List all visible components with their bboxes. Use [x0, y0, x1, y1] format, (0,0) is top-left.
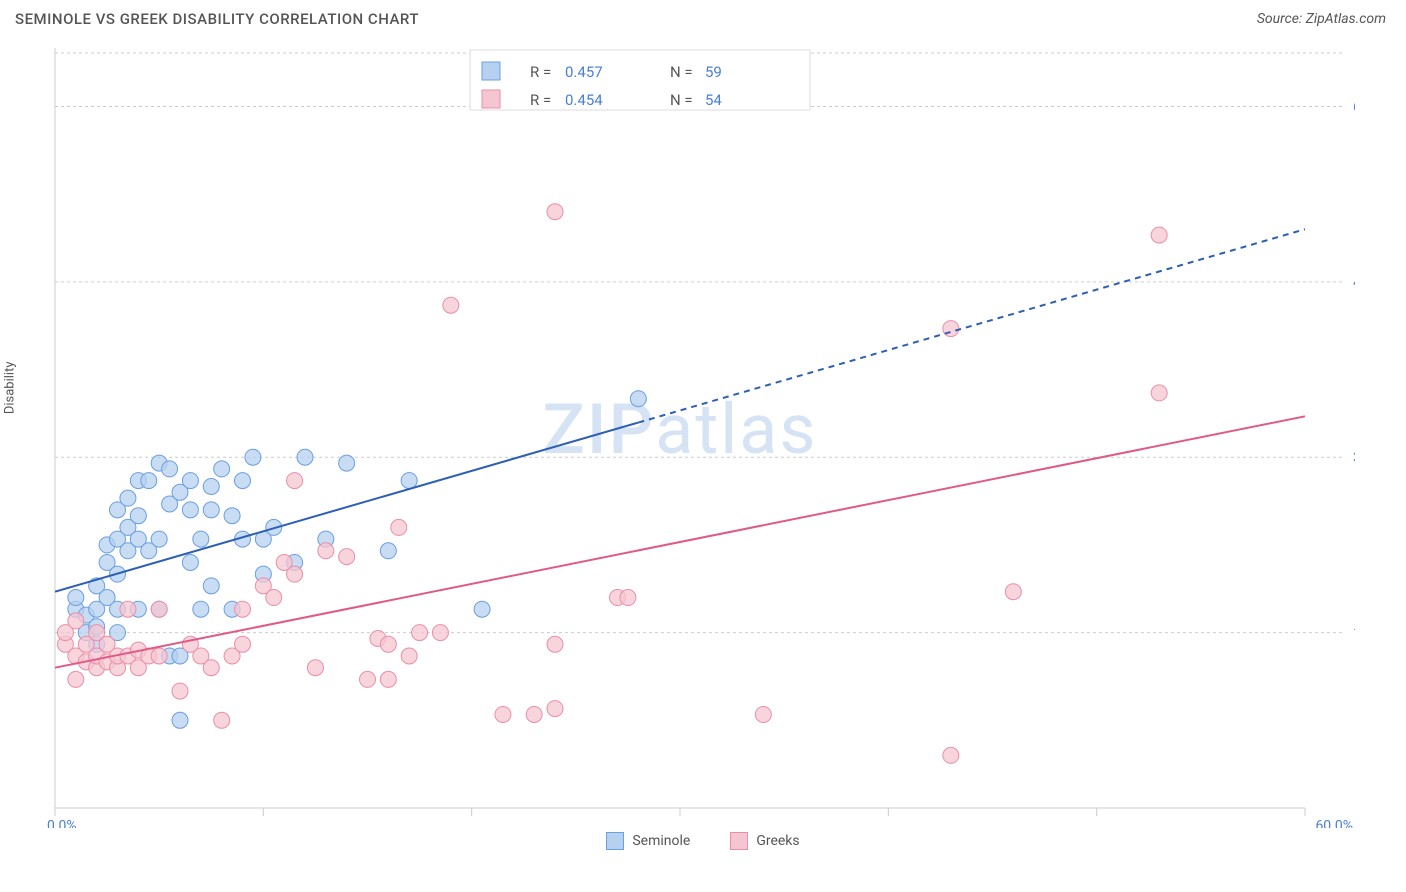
legend-r-label: R =: [530, 63, 551, 81]
data-point: [214, 461, 230, 477]
data-point: [151, 648, 167, 664]
data-point: [297, 449, 313, 465]
data-point: [474, 601, 490, 617]
data-point: [547, 701, 563, 717]
data-point: [307, 660, 323, 676]
data-point: [630, 391, 646, 407]
legend-r-value: 0.457: [565, 63, 603, 81]
legend-n-value: 54: [705, 91, 722, 109]
x-tick-label: 0.0%: [47, 818, 77, 828]
data-point: [245, 449, 261, 465]
data-point: [224, 508, 240, 524]
legend-item: Seminole: [606, 832, 690, 850]
data-point: [391, 519, 407, 535]
data-point: [68, 613, 84, 629]
data-point: [380, 671, 396, 687]
data-point: [193, 531, 209, 547]
data-point: [547, 636, 563, 652]
data-point: [339, 549, 355, 565]
data-point: [203, 502, 219, 518]
data-point: [547, 204, 563, 220]
data-point: [203, 578, 219, 594]
data-point: [1151, 227, 1167, 243]
legend-label: Greeks: [756, 833, 799, 849]
y-tick-label: 60.0%: [1353, 99, 1355, 115]
data-point: [443, 297, 459, 313]
legend-r-label: R =: [530, 91, 551, 109]
legend-bottom: Seminole Greeks: [0, 832, 1406, 850]
y-tick-label: 30.0%: [1353, 450, 1355, 466]
y-tick-label: 45.0%: [1353, 275, 1355, 291]
data-point: [1005, 584, 1021, 600]
data-point: [755, 706, 771, 722]
data-point: [1151, 385, 1167, 401]
legend-box: [470, 50, 810, 110]
data-point: [380, 543, 396, 559]
data-point: [235, 636, 251, 652]
data-point: [151, 601, 167, 617]
data-point: [120, 601, 136, 617]
legend-swatch: [482, 62, 500, 80]
data-point: [193, 601, 209, 617]
data-point: [339, 455, 355, 471]
legend-n-label: N =: [670, 91, 693, 109]
data-point: [130, 508, 146, 524]
legend-r-value: 0.454: [565, 91, 603, 109]
source-label: Source: ZipAtlas.com: [1257, 11, 1386, 27]
data-point: [203, 478, 219, 494]
data-point: [360, 671, 376, 687]
scatter-chart: ZIPatlas 15.0% 30.0% 45.0% 60.0% 0.0% 60.0% R =…: [15, 38, 1355, 828]
data-point: [172, 712, 188, 728]
data-point: [214, 712, 230, 728]
data-point: [68, 590, 84, 606]
legend-swatch: [482, 90, 500, 108]
data-point: [141, 473, 157, 489]
data-point: [162, 461, 178, 477]
y-axis-label: Disability: [3, 361, 18, 414]
data-point: [495, 706, 511, 722]
data-point: [401, 473, 417, 489]
data-point: [287, 473, 303, 489]
legend-item: Greeks: [730, 832, 799, 850]
y-tick-label: 15.0%: [1353, 626, 1355, 642]
trend-line-ext: [638, 229, 1305, 422]
data-point: [203, 660, 219, 676]
legend-swatch: [730, 832, 748, 850]
data-point: [235, 473, 251, 489]
legend-n-value: 59: [705, 63, 722, 81]
legend-label: Seminole: [632, 833, 690, 849]
data-point: [182, 473, 198, 489]
data-point: [151, 531, 167, 547]
data-point: [287, 566, 303, 582]
data-point: [235, 601, 251, 617]
data-point: [182, 554, 198, 570]
data-point: [318, 543, 334, 559]
trend-line: [55, 423, 638, 592]
data-point: [401, 648, 417, 664]
watermark: ZIPatlas: [543, 389, 818, 471]
data-point: [432, 625, 448, 641]
legend-n-label: N =: [670, 63, 693, 81]
data-point: [412, 625, 428, 641]
data-point: [68, 671, 84, 687]
data-point: [526, 706, 542, 722]
data-point: [172, 683, 188, 699]
data-point: [266, 590, 282, 606]
data-point: [120, 490, 136, 506]
legend-swatch: [606, 832, 624, 850]
x-tick-label: 60.0%: [1315, 818, 1353, 828]
data-point: [943, 747, 959, 763]
chart-title: SEMINOLE VS GREEK DISABILITY CORRELATION…: [15, 10, 419, 28]
data-point: [620, 590, 636, 606]
data-point: [182, 502, 198, 518]
data-point: [380, 636, 396, 652]
